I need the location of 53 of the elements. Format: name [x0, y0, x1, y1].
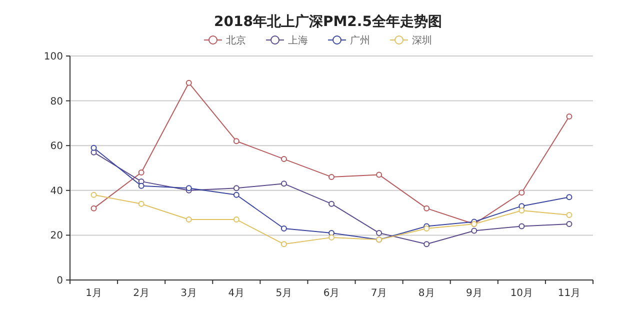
- point: [280, 225, 287, 232]
- x-tick-label: 7月: [370, 288, 388, 299]
- point: [280, 156, 287, 162]
- point: [138, 200, 144, 207]
- point: [328, 234, 334, 240]
- point: [518, 223, 525, 230]
- point: [471, 228, 478, 234]
- x-tick-label: 3月: [180, 288, 198, 299]
- y-tick-label: 60: [50, 141, 63, 152]
- point: [233, 216, 240, 223]
- point: [424, 205, 430, 212]
- point: [280, 241, 287, 248]
- point: [424, 241, 430, 248]
- point: [233, 185, 240, 192]
- x-tick-label: 8月: [418, 288, 435, 299]
- point: [376, 172, 382, 178]
- legend-label: 广州: [350, 34, 370, 46]
- point: [233, 138, 240, 144]
- point: [328, 174, 334, 180]
- x-tick-label: 1月: [86, 288, 102, 299]
- chart-title: 2018年北上广深PM2.5全年走势图: [214, 13, 442, 30]
- point: [90, 205, 97, 212]
- point: [566, 221, 572, 227]
- legend-label: 深圳: [412, 34, 432, 46]
- point: [376, 230, 382, 236]
- x-tick-label: 6月: [323, 288, 340, 299]
- point: [90, 144, 97, 151]
- point: [90, 192, 97, 198]
- y-tick-label: 80: [50, 96, 63, 108]
- y-tick-label: 100: [44, 52, 63, 62]
- point: [138, 169, 144, 176]
- point: [280, 180, 287, 187]
- point: [566, 113, 572, 120]
- legend-label: 北京: [226, 34, 246, 46]
- y-tick-label: 0: [56, 276, 63, 286]
- point: [566, 212, 572, 218]
- x-tick-label: 5月: [276, 288, 292, 299]
- point: [518, 190, 525, 196]
- y-tick-label: 20: [50, 230, 63, 242]
- legend-label: 上海: [288, 34, 308, 46]
- point: [186, 80, 192, 86]
- point: [138, 182, 144, 189]
- point: [328, 200, 334, 207]
- x-tick-label: 4月: [228, 288, 245, 299]
- x-tick-label: 2月: [133, 288, 150, 299]
- x-tick-label: 11月: [558, 288, 581, 299]
- y-tick-label: 40: [50, 186, 63, 197]
- point: [186, 216, 192, 223]
- x-tick-label: 9月: [466, 288, 482, 299]
- point: [518, 208, 525, 214]
- x-tick-label: 10月: [510, 288, 534, 299]
- point: [233, 192, 240, 198]
- point: [566, 194, 572, 200]
